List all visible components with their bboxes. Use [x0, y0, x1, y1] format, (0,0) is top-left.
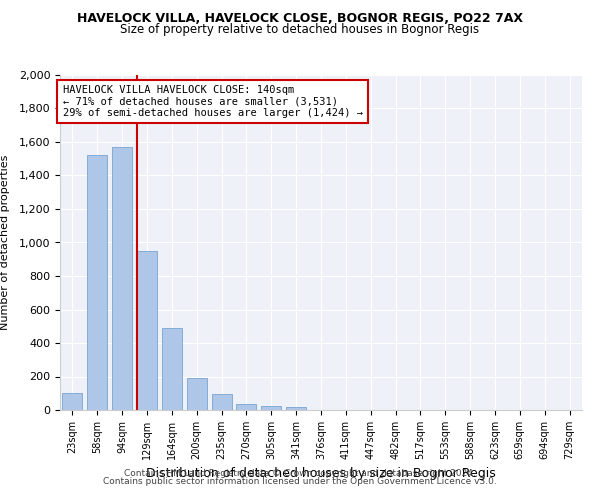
Text: Contains public sector information licensed under the Open Government Licence v3: Contains public sector information licen…: [103, 477, 497, 486]
Bar: [62, 393, 82, 410]
Bar: [137, 251, 157, 410]
Bar: [187, 378, 206, 410]
Bar: [212, 394, 232, 410]
Text: HAVELOCK VILLA, HAVELOCK CLOSE, BOGNOR REGIS, PO22 7AX: HAVELOCK VILLA, HAVELOCK CLOSE, BOGNOR R…: [77, 12, 523, 26]
Bar: [236, 404, 256, 410]
Bar: [112, 147, 132, 410]
Bar: [162, 328, 182, 410]
Bar: [286, 406, 306, 410]
Text: HAVELOCK VILLA HAVELOCK CLOSE: 140sqm
← 71% of detached houses are smaller (3,53: HAVELOCK VILLA HAVELOCK CLOSE: 140sqm ← …: [62, 85, 362, 118]
Text: Contains HM Land Registry data © Crown copyright and database right 2024.: Contains HM Land Registry data © Crown c…: [124, 468, 476, 477]
Y-axis label: Number of detached properties: Number of detached properties: [1, 155, 10, 330]
Text: Size of property relative to detached houses in Bognor Regis: Size of property relative to detached ho…: [121, 22, 479, 36]
Bar: [88, 156, 107, 410]
X-axis label: Distribution of detached houses by size in Bognor Regis: Distribution of detached houses by size …: [146, 468, 496, 480]
Bar: [262, 406, 281, 410]
